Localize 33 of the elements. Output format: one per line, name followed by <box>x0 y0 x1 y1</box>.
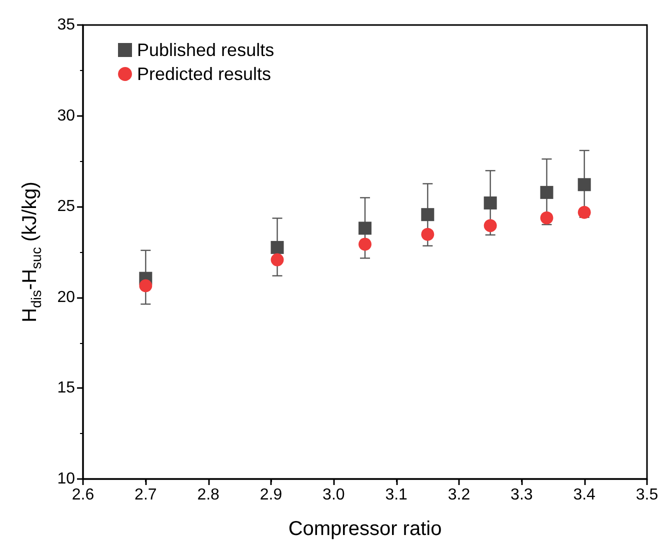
point <box>358 238 372 251</box>
point <box>421 228 434 241</box>
x-tick-label: 3.0 <box>322 486 345 504</box>
x-tick-label: 2.6 <box>72 486 94 504</box>
x-tick-label: 3.4 <box>573 486 596 504</box>
y-tick-label: 30 <box>57 107 76 124</box>
point <box>358 222 372 235</box>
x-tick-label: 3.3 <box>510 486 533 504</box>
y-tick-label: 15 <box>57 380 76 397</box>
x-tick-label: 2.8 <box>197 486 220 504</box>
y-tick-label: 25 <box>57 198 76 216</box>
x-tick-label: 2.9 <box>260 486 282 504</box>
y-axis-title: Hdis-Hsuc (kJ/kg) <box>19 182 44 322</box>
point <box>484 196 497 210</box>
point <box>270 253 284 266</box>
y-tick-label: 35 <box>57 16 76 34</box>
x-tick-label: 2.7 <box>134 486 157 504</box>
y-tick-label: 10 <box>57 470 76 488</box>
point <box>540 211 554 224</box>
point <box>421 208 434 222</box>
point <box>484 219 497 232</box>
y-tick-label: 20 <box>57 288 76 306</box>
x-tick-label: 3.5 <box>636 486 658 504</box>
point <box>270 240 284 254</box>
legend-label: Published results <box>137 40 274 60</box>
x-tick-label: 3.2 <box>448 486 470 504</box>
x-tick-label: 3.1 <box>385 486 408 504</box>
point <box>139 279 152 292</box>
point <box>540 186 554 199</box>
point <box>578 206 591 219</box>
legend-label: Predicted results <box>137 64 272 84</box>
x-axis-title: Compressor ratio <box>288 518 442 540</box>
point <box>578 178 591 192</box>
